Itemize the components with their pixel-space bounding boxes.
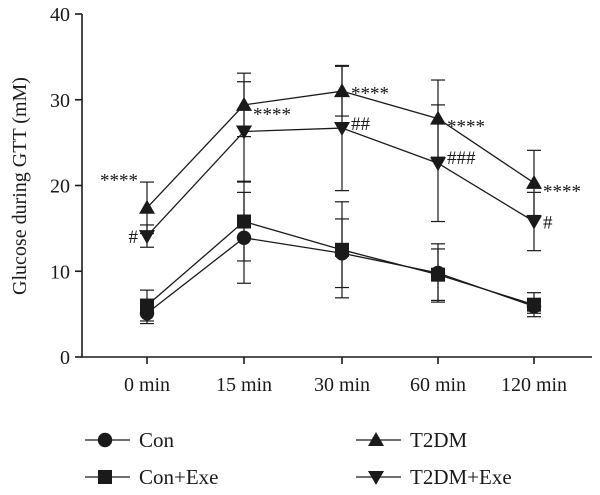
legend-label: Con xyxy=(139,428,175,452)
legend-label: Con+Exe xyxy=(139,465,219,489)
annotation-6: ### xyxy=(447,148,476,169)
significance-annotations: **** # **** **** ## **** ### **** # xyxy=(100,84,581,248)
point-con-exe-0-min xyxy=(140,298,154,313)
point-t2dm-exe-15-min xyxy=(236,125,252,140)
y-tick-label-40: 40 xyxy=(50,4,70,26)
point-con-exe-15-min xyxy=(237,214,251,229)
y-tick-label-30: 30 xyxy=(50,90,70,112)
annotation-2: **** xyxy=(253,104,291,125)
legend-label: T2DM+Exe xyxy=(410,465,512,489)
x-tick-label-120-min: 120 min xyxy=(501,374,567,396)
y-tick-label-20: 20 xyxy=(50,176,70,198)
point-con-15-min xyxy=(236,230,252,246)
legend: Con Con+Exe T2DM T2DM+Exe xyxy=(85,428,512,489)
legend-marker-triangle-up xyxy=(368,432,384,446)
annotation-3: **** xyxy=(351,84,389,105)
x-tick-label-0-min: 0 min xyxy=(124,374,170,396)
y-axis-label: Glucose during GTT (mM) xyxy=(9,77,31,295)
y-tick-label-10: 10 xyxy=(50,261,70,283)
legend-marker-circle xyxy=(97,432,113,448)
y-ticks: 0 10 20 30 40 xyxy=(50,4,82,369)
point-t2dm-exe-30-min xyxy=(334,122,350,137)
point-t2dm-exe-0-min xyxy=(139,230,155,245)
point-t2dm-0-min xyxy=(139,199,155,214)
legend-label: T2DM xyxy=(410,428,467,452)
series-line-con-exe xyxy=(146,220,535,307)
x-tick-label-15-min: 15 min xyxy=(216,374,272,396)
series-markers xyxy=(139,83,542,321)
x-tick-label-30-min: 30 min xyxy=(314,374,370,396)
point-con-exe-30-min xyxy=(335,242,349,257)
x-tick-label-60-min: 60 min xyxy=(410,374,466,396)
error-bars xyxy=(140,64,541,325)
annotation-1: # xyxy=(129,227,139,248)
legend-marker-square xyxy=(98,470,112,484)
legend-item-t2dm: T2DM xyxy=(356,428,467,452)
point-t2dm-exe-60-min xyxy=(430,157,446,172)
point-t2dm-exe-120-min xyxy=(526,215,542,230)
point-t2dm-60-min xyxy=(430,110,446,125)
annotation-4: ## xyxy=(351,114,371,135)
legend-item-t2dm-exe: T2DM+Exe xyxy=(356,465,512,489)
x-ticks: 0 min 15 min 30 min 60 min 120 min xyxy=(124,357,567,396)
point-con-exe-120-min xyxy=(527,297,541,312)
annotation-5: **** xyxy=(447,116,485,137)
legend-item-con: Con xyxy=(85,428,175,452)
point-t2dm-30-min xyxy=(334,83,350,98)
point-t2dm-15-min xyxy=(236,96,252,111)
y-tick-label-0: 0 xyxy=(60,347,70,369)
point-t2dm-120-min xyxy=(526,174,542,189)
legend-marker-triangle-down xyxy=(368,471,384,485)
annotation-0: **** xyxy=(100,170,138,191)
legend-item-con-exe: Con+Exe xyxy=(85,465,219,489)
annotation-8: # xyxy=(543,213,553,234)
point-con-exe-60-min xyxy=(431,267,445,282)
annotation-7: **** xyxy=(543,182,581,203)
